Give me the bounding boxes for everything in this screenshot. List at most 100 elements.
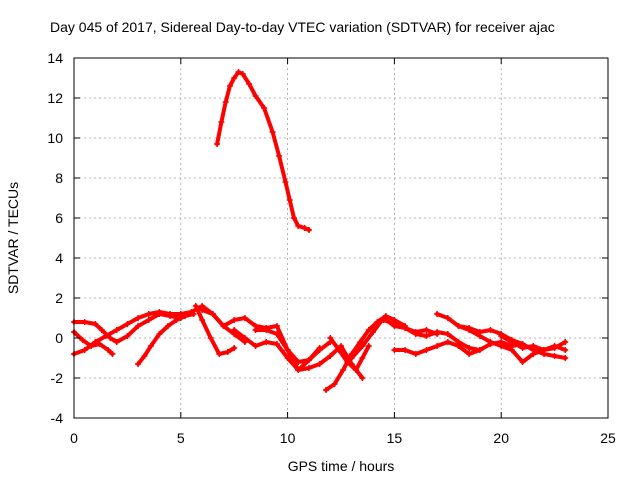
y-tick-label: 12: [47, 90, 63, 106]
data-point: [444, 315, 451, 321]
data-point: [273, 323, 280, 329]
data-point: [231, 327, 238, 333]
data-point: [305, 227, 312, 233]
data-point: [263, 327, 270, 333]
data-point: [344, 359, 351, 365]
data-point: [519, 359, 526, 365]
data-point: [145, 311, 152, 317]
data-point: [359, 375, 366, 381]
data-point: [156, 331, 163, 337]
data-point: [252, 93, 259, 99]
data-point: [291, 215, 298, 221]
data-point: [81, 319, 88, 325]
x-tick-label: 15: [387, 430, 403, 446]
data-point: [273, 331, 280, 337]
data-point: [562, 339, 569, 345]
data-point: [218, 119, 225, 125]
data-point: [340, 367, 347, 373]
data-point: [323, 387, 330, 393]
series-1-line: [215, 70, 311, 232]
data-point: [190, 311, 197, 317]
x-tick-label: 20: [493, 430, 509, 446]
data-point: [226, 83, 233, 89]
data-point: [124, 321, 131, 327]
data-point: [455, 323, 462, 329]
data-point: [216, 351, 223, 357]
data-point: [192, 303, 199, 309]
y-tick-label: 10: [47, 130, 63, 146]
y-axis-label: SDTVAR / TECUs: [5, 182, 21, 294]
data-point: [357, 339, 364, 345]
series-layer: [71, 69, 569, 393]
data-point: [135, 315, 142, 321]
series-14-line: [381, 318, 482, 352]
chart-title: Day 045 of 2017, Sidereal Day-to-day VTE…: [50, 19, 555, 35]
data-point: [145, 317, 152, 323]
data-point: [295, 223, 302, 229]
data-point: [199, 317, 206, 323]
data-point: [241, 335, 248, 341]
data-point: [167, 313, 174, 319]
data-point: [301, 225, 308, 231]
series-10-line: [324, 314, 408, 392]
data-point: [530, 343, 537, 349]
data-point: [551, 353, 558, 359]
data-point: [466, 351, 473, 357]
data-point: [96, 341, 103, 347]
data-point: [286, 197, 293, 203]
data-point: [402, 325, 409, 331]
data-point: [113, 339, 120, 345]
data-point: [124, 333, 131, 339]
data-point: [487, 327, 494, 333]
data-point: [380, 317, 387, 323]
data-point: [476, 347, 483, 353]
data-point: [402, 347, 409, 353]
data-point: [222, 99, 229, 105]
data-point: [284, 355, 291, 361]
data-point: [284, 347, 291, 353]
data-point: [246, 81, 253, 87]
data-point: [235, 69, 242, 75]
data-point: [98, 327, 105, 333]
data-point: [444, 339, 451, 345]
data-point: [209, 311, 216, 317]
data-point: [365, 343, 372, 349]
data-point: [434, 329, 441, 335]
data-point: [466, 327, 473, 333]
data-point: [199, 307, 206, 313]
data-point: [338, 343, 344, 349]
data-point: [282, 179, 289, 185]
data-point: [365, 327, 372, 333]
data-point: [220, 323, 227, 329]
data-point: [92, 321, 99, 327]
data-point: [207, 335, 214, 341]
x-tick-label: 25: [600, 430, 616, 446]
y-tick-label: -4: [51, 410, 64, 426]
y-tick-label: -2: [51, 370, 64, 386]
data-point: [423, 333, 430, 339]
data-point: [105, 347, 112, 353]
data-point: [412, 351, 419, 357]
data-point: [423, 347, 430, 353]
data-point: [434, 343, 441, 349]
data-point: [391, 347, 398, 353]
data-point: [135, 361, 142, 367]
y-tick-label: 2: [55, 290, 63, 306]
data-point: [327, 335, 334, 341]
data-point: [141, 353, 148, 359]
data-point: [327, 353, 334, 359]
data-point: [316, 361, 323, 367]
data-point: [107, 335, 114, 341]
data-point: [352, 367, 359, 373]
data-point: [316, 345, 323, 351]
series-11-line: [328, 336, 371, 372]
y-tick-label: 4: [55, 250, 63, 266]
x-tick-label: 10: [280, 430, 296, 446]
data-point: [476, 333, 483, 339]
data-point: [508, 347, 515, 353]
data-point: [263, 339, 270, 345]
data-point: [156, 311, 163, 317]
data-point: [173, 317, 180, 323]
data-point: [135, 323, 142, 329]
